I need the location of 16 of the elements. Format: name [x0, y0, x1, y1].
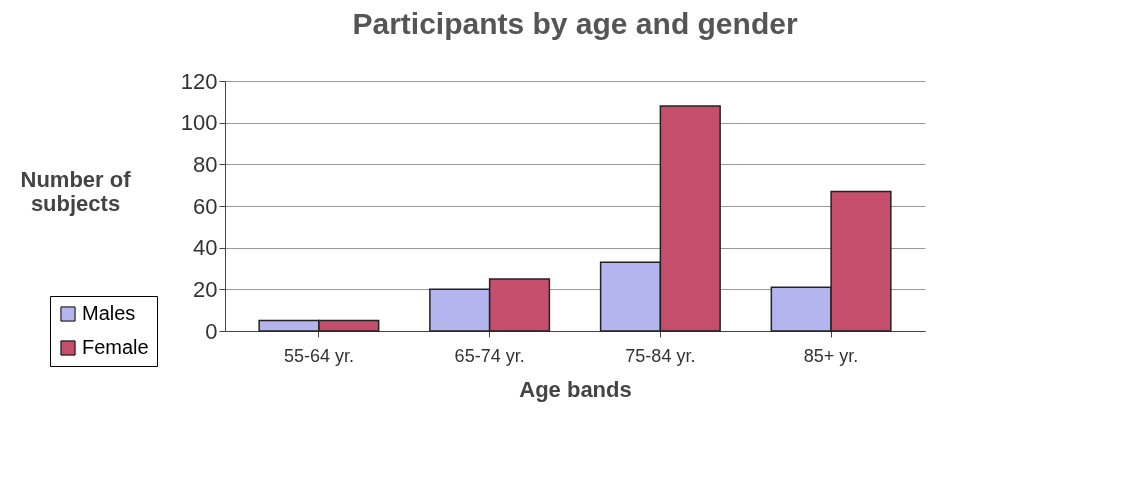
- chart-title: Participants by age and gender: [352, 7, 798, 40]
- y-tick-label: 100: [180, 110, 218, 136]
- y-tick-label: 60: [193, 193, 218, 219]
- y-axis-title: Number of subjects: [20, 166, 132, 216]
- x-tick-label: 85+ yr.: [803, 345, 859, 366]
- legend-label: Males: [82, 302, 136, 324]
- y-tick-label: 120: [180, 68, 218, 94]
- legend-label: Female: [82, 336, 149, 358]
- x-tick-label: 55-64 yr.: [283, 345, 354, 366]
- x-axis-title: Age bands: [519, 376, 632, 402]
- y-tick-label: 40: [193, 235, 218, 261]
- y-tick-label: 20: [193, 276, 218, 302]
- y-tick-label: 80: [193, 151, 218, 177]
- x-tick-label: 75-84 yr.: [625, 345, 696, 366]
- x-tick-label: 65-74 yr.: [454, 345, 525, 366]
- y-tick-label: 0: [205, 318, 218, 344]
